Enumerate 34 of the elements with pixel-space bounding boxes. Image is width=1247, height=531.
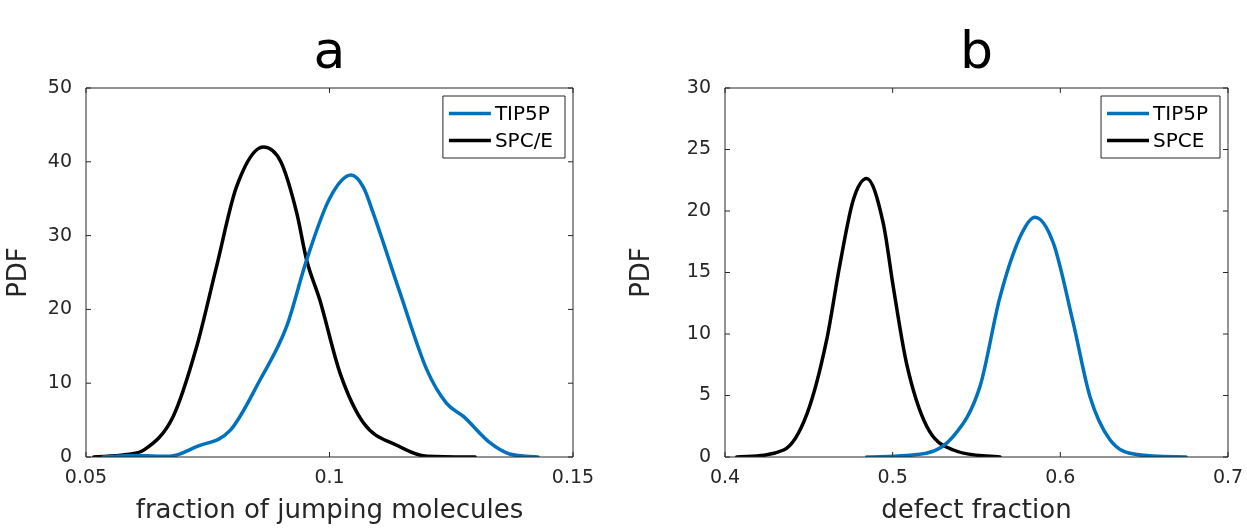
line-series	[101, 173, 540, 457]
line-series	[864, 215, 1188, 457]
legend-label: TIP5P	[1152, 100, 1209, 125]
line-series	[734, 176, 1002, 457]
legend-label: SPCE	[1153, 127, 1205, 152]
y-tick-label: 20	[47, 296, 72, 319]
y-tick-label: 10	[47, 370, 72, 393]
x-tick-label: 0.6	[1045, 465, 1076, 488]
y-tick-label: 5	[698, 382, 711, 405]
chart-title: a	[313, 20, 346, 80]
x-axis-title: fraction of jumping molecules	[135, 494, 524, 525]
y-tick-label: 40	[47, 148, 72, 171]
line-series	[92, 145, 477, 457]
y-axis-title: PDF	[625, 247, 656, 298]
y-axis-title: PDF	[2, 247, 33, 298]
y-tick-label: 25	[686, 136, 711, 159]
x-tick-label: 0.1	[314, 465, 345, 488]
y-tick-label: 15	[686, 259, 711, 282]
y-tick-label: 0	[59, 443, 72, 466]
y-tick-label: 0	[698, 443, 711, 466]
x-tick-label: 0.15	[551, 465, 595, 488]
legend-label: TIP5P	[493, 100, 550, 125]
chart-title: b	[959, 20, 994, 80]
x-tick-label: 0.7	[1212, 465, 1244, 488]
x-tick-label: 0.5	[877, 465, 908, 488]
legend-label: SPC/E	[494, 127, 554, 152]
x-tick-label: 0.4	[709, 465, 741, 488]
y-tick-label: 20	[686, 197, 711, 220]
y-tick-label: 50	[47, 74, 72, 97]
x-tick-label: 0.05	[64, 465, 108, 488]
y-tick-label: 30	[47, 222, 72, 245]
y-tick-label: 30	[686, 74, 711, 97]
x-axis-title: defect fraction	[881, 494, 1072, 525]
y-tick-label: 10	[686, 320, 711, 343]
